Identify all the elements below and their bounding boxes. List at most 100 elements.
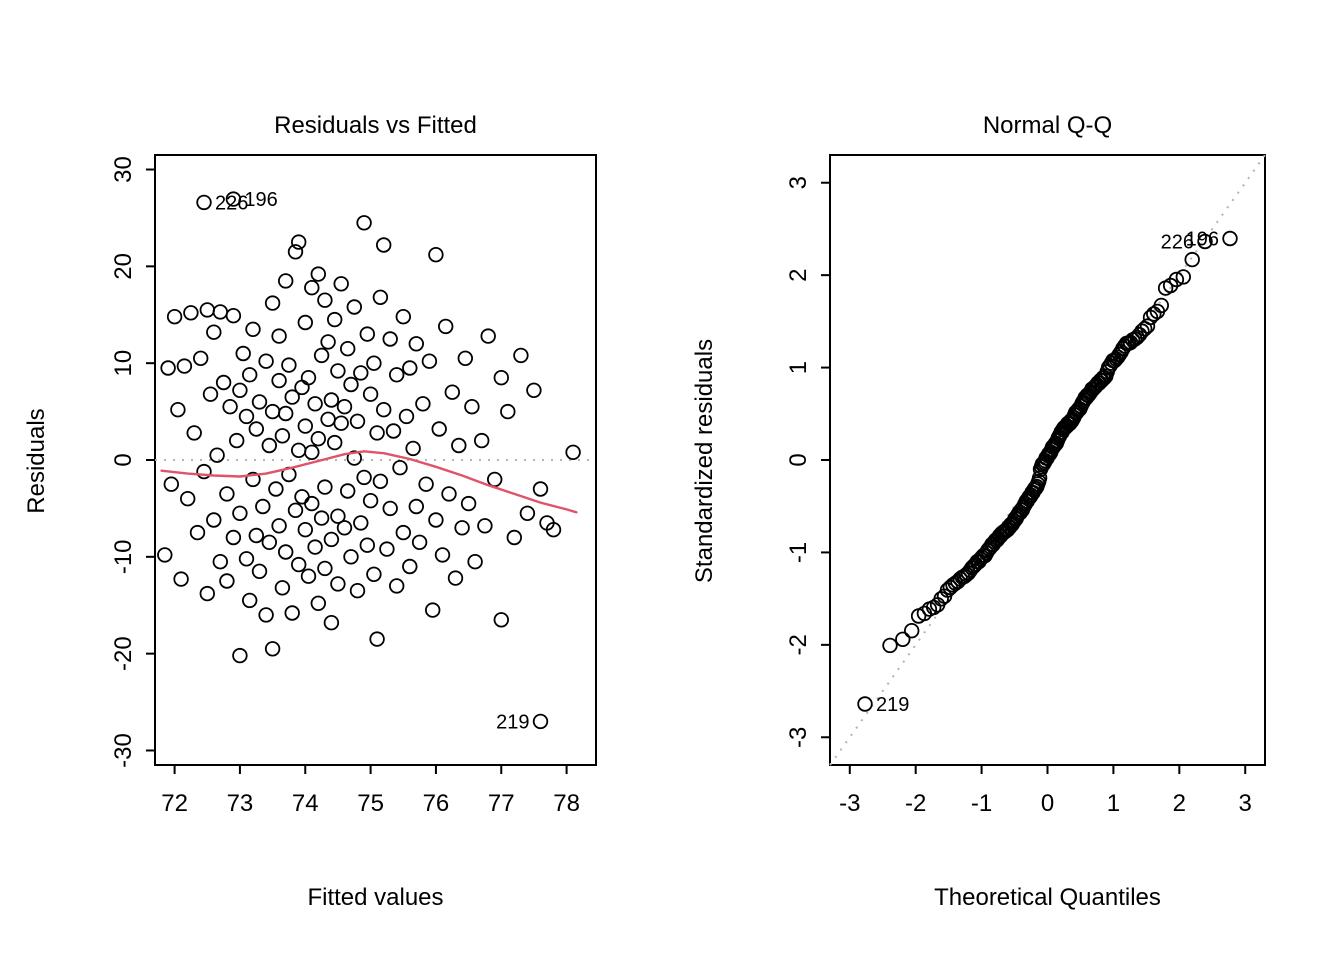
data-point [271, 518, 287, 534]
data-point [349, 413, 366, 430]
data-point [532, 481, 549, 497]
data-point [258, 607, 274, 623]
x-tick-label: 74 [292, 790, 319, 817]
data-point [163, 476, 180, 492]
data-point [291, 556, 307, 573]
data-point [926, 599, 942, 616]
data-point [480, 328, 496, 344]
data-point [317, 292, 333, 308]
data-point [457, 350, 474, 367]
data-point [477, 518, 493, 534]
data-point [219, 573, 235, 589]
x-tick-label: 2 [1173, 790, 1186, 817]
data-point [1153, 297, 1170, 314]
y-tick-label: 2 [785, 268, 812, 281]
data-point [241, 367, 258, 383]
data-point [362, 493, 379, 509]
data-point [376, 237, 392, 253]
data-point [251, 394, 268, 410]
data-point [186, 425, 202, 441]
data-point [304, 495, 320, 512]
data-point [232, 505, 248, 522]
data-point [408, 498, 425, 515]
data-point [206, 512, 222, 528]
y-tick-label: 0 [785, 453, 812, 466]
y-tick-label: -3 [785, 727, 812, 748]
data-point [261, 534, 278, 551]
data-point [284, 605, 300, 621]
data-point [402, 558, 418, 575]
data-point [493, 612, 510, 628]
data-point [389, 367, 405, 383]
data-point [353, 515, 369, 531]
x-tick-label: 76 [423, 790, 450, 817]
data-point [202, 386, 219, 402]
data-point [346, 450, 363, 466]
data-point [297, 418, 314, 434]
data-point [238, 551, 255, 567]
data-point [245, 471, 261, 488]
data-point [903, 623, 920, 639]
data-point [447, 570, 464, 586]
data-point [245, 321, 261, 338]
data-point [255, 498, 271, 515]
data-point [297, 522, 314, 538]
data-point [389, 578, 405, 594]
y-tick-label: -10 [110, 539, 137, 574]
data-point [372, 289, 389, 306]
data-point [343, 376, 359, 393]
data-point [258, 353, 274, 369]
data-point [398, 408, 415, 425]
data-point [278, 544, 294, 560]
outlier-label: 219 [496, 711, 529, 733]
x-tick-label: 72 [161, 790, 188, 817]
x-tick-label: 0 [1041, 790, 1054, 817]
data-point [284, 389, 300, 405]
data-point [369, 631, 385, 647]
y-tick-label: 0 [110, 453, 137, 466]
lowess-smooth-line [160, 450, 578, 514]
data-point [340, 483, 356, 499]
data-point [251, 563, 268, 580]
data-point [173, 571, 189, 587]
data-point [281, 357, 297, 373]
data-point [1222, 230, 1238, 247]
data-point [170, 402, 186, 418]
data-point [372, 473, 389, 490]
data-point [232, 382, 248, 399]
data-point [189, 524, 206, 541]
data-point [219, 486, 235, 502]
data-point [333, 276, 349, 292]
qq-title: Normal Q-Q [982, 112, 1113, 139]
data-point [857, 696, 873, 712]
data-point [225, 529, 242, 546]
data-point [199, 302, 216, 318]
data-point [261, 437, 278, 454]
data-point [1197, 233, 1213, 250]
rvf-title: Residuals vs Fitted [274, 112, 477, 139]
data-point [336, 399, 353, 415]
data-point [333, 415, 349, 431]
data-point [425, 602, 441, 618]
data-point [160, 360, 176, 376]
y-tick-label: 20 [110, 253, 137, 280]
outlier-label: 196 [1186, 229, 1219, 251]
data-point [320, 411, 336, 428]
data-point [179, 491, 196, 507]
data-point [264, 295, 281, 311]
data-point [313, 347, 330, 364]
data-point [307, 396, 323, 412]
data-point [395, 309, 412, 325]
data-point [274, 580, 291, 596]
data-point [157, 547, 173, 563]
y-tick-label: -2 [785, 634, 812, 655]
data-point [271, 328, 287, 344]
data-point [317, 560, 333, 577]
data-point [238, 408, 255, 425]
data-point [287, 502, 304, 519]
data-point [278, 405, 294, 422]
y-tick-label: -30 [110, 733, 137, 768]
data-point [196, 194, 212, 211]
data-point [362, 386, 379, 402]
